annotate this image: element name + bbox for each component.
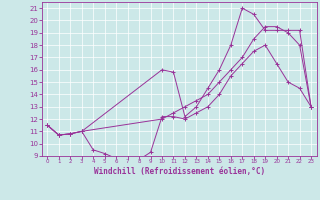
X-axis label: Windchill (Refroidissement éolien,°C): Windchill (Refroidissement éolien,°C): [94, 167, 265, 176]
